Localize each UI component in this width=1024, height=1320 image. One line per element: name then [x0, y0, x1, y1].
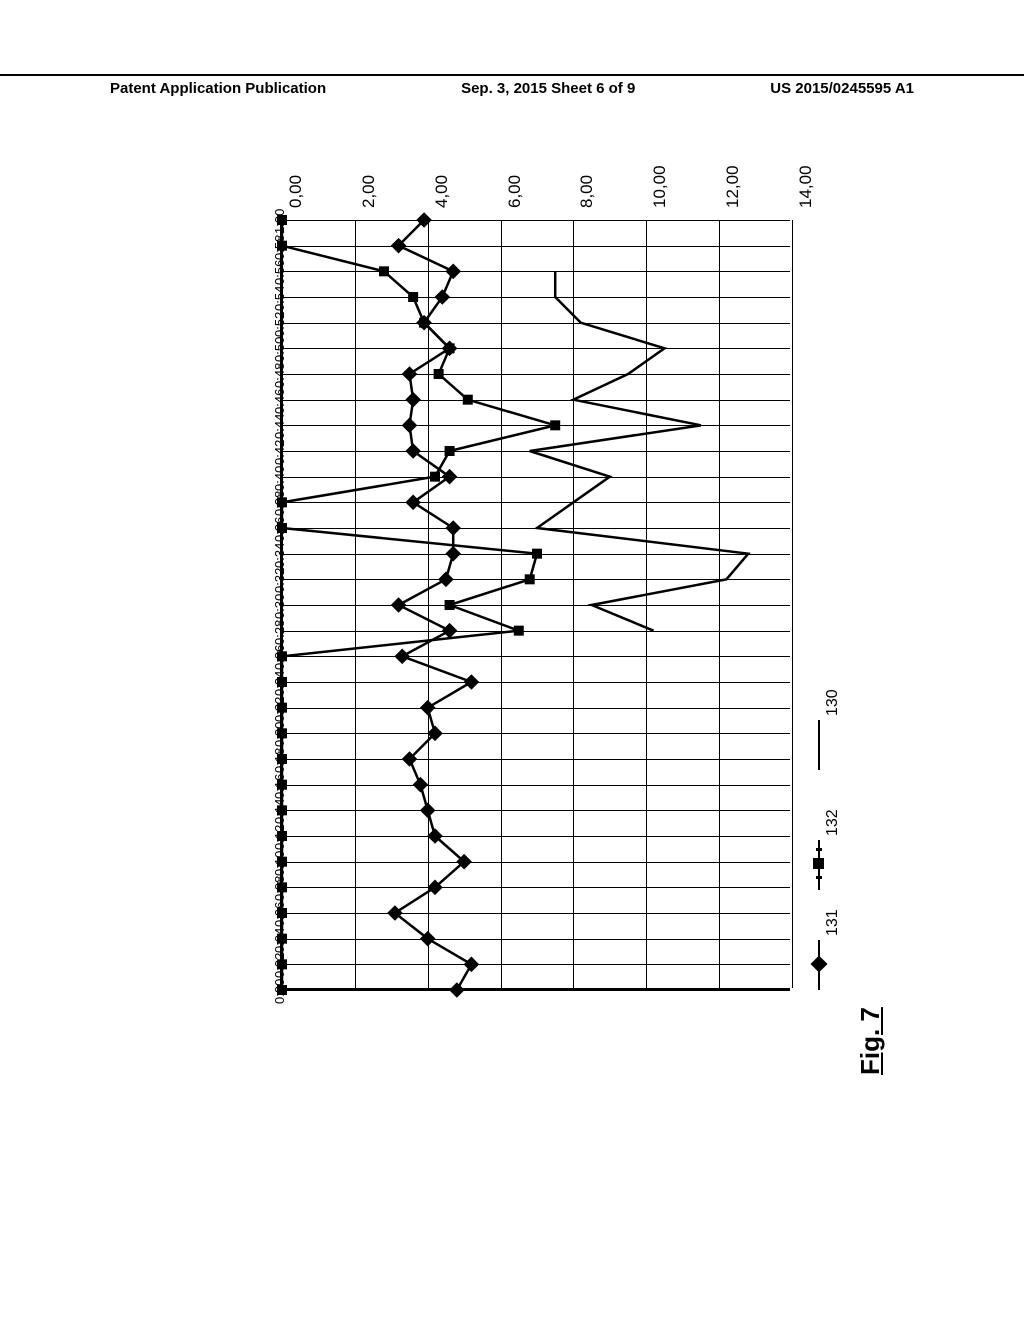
x-axis-tick-label: 0:30 [272, 594, 287, 619]
x-axis-tick-label: 0:58 [272, 234, 287, 259]
x-axis-tick-label: 0:56 [272, 260, 287, 285]
marker-square [445, 600, 455, 610]
x-axis-tick-label: 0:28 [272, 619, 287, 644]
series-line-132 [282, 220, 555, 990]
x-axis-tick-label: 0:10 [272, 850, 287, 875]
y-axis-tick-label: 4,00 [432, 175, 452, 208]
marker-square [408, 292, 418, 302]
marker-diamond [438, 572, 454, 588]
gridline-vertical [792, 220, 793, 988]
marker-diamond [420, 803, 436, 819]
x-axis-tick-label: 0:54 [272, 286, 287, 311]
y-axis-tick-label: 6,00 [505, 175, 525, 208]
x-axis-tick-label: 0:00 [272, 979, 287, 1004]
x-axis-tick-label: 0:42 [272, 440, 287, 465]
marker-square [532, 549, 542, 559]
y-axis-tick-label: 0,00 [286, 175, 306, 208]
x-axis-tick-label: 1:00 [272, 209, 287, 234]
gridline-horizontal [282, 990, 790, 991]
marker-square [379, 266, 389, 276]
x-axis-tick-label: 0:22 [272, 696, 287, 721]
x-axis-tick-label: 0:44 [272, 414, 287, 439]
y-axis-tick-label: 12,00 [723, 165, 743, 208]
marker-square [445, 446, 455, 456]
legend-square-icon [813, 858, 824, 869]
x-axis-tick-label: 0:14 [272, 799, 287, 824]
legend-line-icon [818, 720, 820, 770]
legend-label: 131 [824, 909, 842, 936]
x-axis-tick-label: 0:46 [272, 388, 287, 413]
header-center: Sep. 3, 2015 Sheet 6 of 9 [461, 80, 635, 97]
x-axis-tick-label: 0:26 [272, 645, 287, 670]
marker-diamond [420, 700, 436, 716]
marker-diamond [402, 366, 418, 382]
x-axis-tick-label: 0:36 [272, 517, 287, 542]
marker-diamond [442, 623, 458, 639]
y-axis-tick-label: 14,00 [796, 165, 816, 208]
x-axis-tick-label: 0:34 [272, 542, 287, 567]
x-axis-tick-label: 0:20 [272, 722, 287, 747]
marker-square [430, 472, 440, 482]
marker-square [550, 420, 560, 430]
marker-diamond [449, 982, 465, 998]
legend-item-130: 130 [810, 690, 850, 790]
marker-diamond [445, 546, 461, 562]
marker-diamond [394, 649, 410, 665]
series-line-130 [530, 271, 749, 630]
marker-square [514, 626, 524, 636]
legend-item-132: 132 [810, 810, 850, 910]
legend-label: 130 [824, 689, 842, 716]
x-axis-tick-label: 0:08 [272, 876, 287, 901]
x-axis-tick-label: 0:40 [272, 465, 287, 490]
x-axis-tick-label: 0:12 [272, 825, 287, 850]
marker-diamond [435, 289, 451, 305]
marker-diamond [402, 418, 418, 434]
x-axis-tick-label: 0:16 [272, 773, 287, 798]
legend-label: 132 [824, 809, 842, 836]
x-axis-tick-label: 0:06 [272, 902, 287, 927]
x-axis-tick-label: 0:24 [272, 671, 287, 696]
marker-square [463, 395, 473, 405]
figure-label: Fig. 7 [855, 1007, 886, 1075]
marker-diamond [442, 469, 458, 485]
x-axis-tick-label: 0:50 [272, 337, 287, 362]
marker-diamond [464, 957, 480, 973]
page-header: Patent Application Publication Sep. 3, 2… [0, 74, 1024, 104]
x-axis-tick-label: 0:48 [272, 363, 287, 388]
x-axis-tick-label: 0:38 [272, 491, 287, 516]
marker-diamond [405, 392, 421, 408]
legend-item-131: 131 [810, 910, 850, 1010]
marker-diamond [464, 674, 480, 690]
x-axis-tick-label: 0:32 [272, 568, 287, 593]
marker-diamond [405, 495, 421, 511]
marker-diamond [445, 520, 461, 536]
y-axis-tick-label: 8,00 [577, 175, 597, 208]
marker-diamond [413, 777, 429, 793]
series-line-131 [395, 220, 472, 990]
y-axis-tick-label: 10,00 [650, 165, 670, 208]
y-axis-tick-label: 2,00 [359, 175, 379, 208]
header-right: US 2015/0245595 A1 [770, 80, 914, 97]
marker-diamond [405, 443, 421, 459]
marker-diamond [445, 264, 461, 280]
x-axis-tick-label: 0:04 [272, 927, 287, 952]
legend-diamond-icon [811, 956, 828, 973]
chart-plot-area [280, 220, 790, 990]
x-axis-tick-label: 0:18 [272, 748, 287, 773]
chart-legend: 131 132 130 [810, 640, 865, 980]
chart-figure-7: 0,002,004,006,008,0010,0012,0014,000:000… [210, 220, 790, 990]
marker-square [434, 369, 444, 379]
x-axis-tick-label: 0:52 [272, 311, 287, 336]
x-axis-tick-label: 0:02 [272, 953, 287, 978]
marker-square [525, 574, 535, 584]
marker-diamond [391, 597, 407, 613]
header-left: Patent Application Publication [110, 80, 326, 97]
